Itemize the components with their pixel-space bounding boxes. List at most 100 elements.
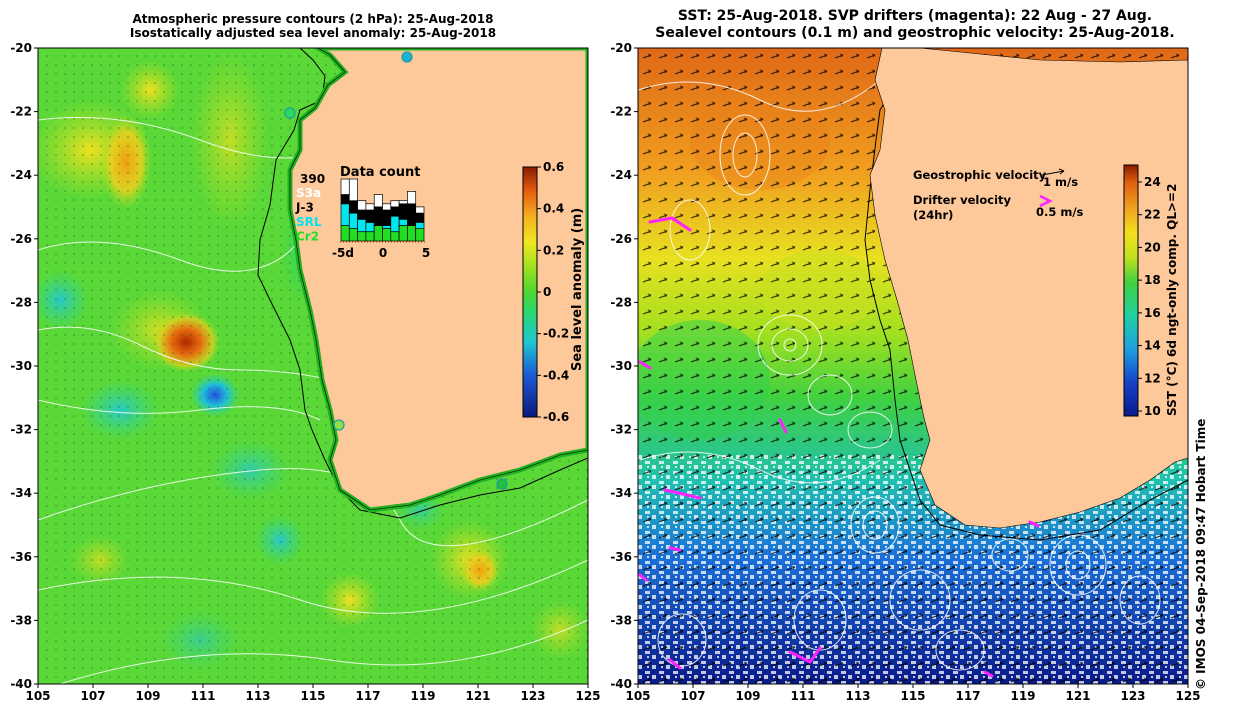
data-count-bar-segment [415,228,425,242]
data-count-bar-segment [390,231,400,242]
y-tick-label: -30 [610,359,632,373]
data-count-x-ticks: -5d 0 5 [332,246,430,260]
drifter-track[interactable] [648,216,692,232]
data-count-bar-segment [415,206,425,214]
colorbar-tick-label: 22 [1144,208,1161,222]
data-count-bar-segment [407,225,417,242]
y-tick-label: -22 [10,105,32,119]
y-tick-label: -24 [10,168,32,182]
drifter-scale-arrow [1039,194,1053,208]
x-tick-label: 119 [410,689,435,703]
y-tick-label: -40 [10,677,32,691]
drifter-track[interactable] [668,546,682,552]
tide-gauges [284,51,508,490]
x-tick-label: 125 [575,689,600,703]
tide-gauge-marker[interactable] [401,51,413,63]
y-tick-label: -28 [610,295,632,309]
y-tick-label: -36 [610,550,632,564]
data-count-bar-segment [415,222,425,229]
data-count-bar-segment [373,225,383,242]
colorbar-tick-label: 24 [1144,175,1161,189]
data-count-bar-segment [357,218,367,233]
data-count-bar-segment [357,200,367,211]
x-tick-label: 119 [1010,689,1035,703]
drifter-track[interactable] [1028,520,1040,528]
x-tick-label: 107 [80,689,105,703]
x-tick-label: 123 [520,689,545,703]
colorbar-tick-label: 0 [543,285,551,299]
x-tick-label: 123 [1120,689,1145,703]
data-count-bar-segment [340,225,350,242]
data-count-bar-segment [357,209,367,220]
colorbar-tick-label: 12 [1144,371,1161,385]
data-count-bar-segment [340,203,350,226]
data-count-total: 390 [300,172,325,186]
sst-colorbar [1123,164,1139,417]
y-tick-label: -20 [610,41,632,55]
drifter-track[interactable] [638,360,652,370]
data-count-x-tick: 5 [422,246,430,260]
bathymetry-contour [257,48,588,519]
drifter-track[interactable] [638,573,648,582]
x-tick-label: 121 [465,689,490,703]
imos-credit: © IMOS 04-Sep-2018 09:47 Hobart Time [1194,418,1208,690]
data-count-x-tick: -5d [332,246,354,260]
data-count-bar-segment [407,191,417,205]
y-tick-label: -32 [10,423,32,437]
sst-map [638,48,1188,684]
colorbar-tick-label: 14 [1144,339,1161,353]
data-count-bar-segment [348,200,358,214]
tide-gauge-marker[interactable] [284,107,296,119]
data-count-legend-item: S3a [296,186,321,200]
left-x-axis: 105 107 109 111 113 115 117 119 121 123 125 [25,684,601,703]
y-tick-label: -34 [610,486,632,500]
data-count-bars [340,178,425,242]
left-title-line2: Isostatically adjusted sea level anomaly… [129,26,497,40]
australia-land [287,48,588,513]
data-count-bar-segment [373,194,383,208]
tide-gauge-marker[interactable] [333,419,345,431]
x-tick-label: 113 [245,689,270,703]
data-count-bar-segment [398,225,408,242]
data-count-bar-segment [373,206,383,226]
data-count-bar-segment [390,200,400,208]
y-tick-label: -24 [610,168,632,182]
colorbar-tick-label: 18 [1144,273,1161,287]
x-tick-label: 115 [900,689,925,703]
sst-colorbar-ticks: 24 22 20 18 16 14 12 10 [1138,175,1161,418]
drifter-velocity-sub: (24hr) [913,208,953,222]
ssha-colorbar-ticks: 0.6 0.4 0.2 0 -0.2 -0.4 -0.6 [537,160,569,424]
drifter-track[interactable] [668,658,682,670]
data-count-bar-segment [398,203,408,220]
tide-gauge-marker[interactable] [496,478,508,490]
data-count-bar-segment [398,218,408,226]
bathymetry-contour-right [864,48,1188,541]
y-tick-label: -20 [10,41,32,55]
data-count-bar-segment [348,212,358,229]
drifter-track[interactable] [788,646,822,664]
data-count-bar-segment [340,178,350,195]
y-tick-label: -28 [10,295,32,309]
drifter-track[interactable] [983,670,994,678]
data-count-bar-segment [365,203,375,211]
drifter-velocity-label: Drifter velocity [913,193,1012,207]
x-tick-label: 111 [190,689,215,703]
y-tick-label: -30 [10,359,32,373]
colorbar-tick-label: 10 [1144,404,1161,418]
colorbar-tick-label: -0.4 [543,368,569,382]
x-tick-label: 109 [735,689,760,703]
drifter-track[interactable] [778,418,788,434]
data-count-bar-segment [390,215,400,233]
right-title-line1: SST: 25-Aug-2018. SVP drifters (magenta)… [677,8,1153,24]
right-panel-title: SST: 25-Aug-2018. SVP drifters (magenta)… [640,8,1190,42]
x-tick-label: 115 [300,689,325,703]
drifter-track[interactable] [663,488,702,500]
left-title-line1: Atmospheric pressure contours (2 hPa): 2… [132,12,494,26]
right-title-line2: Sealevel contours (0.1 m) and geostrophi… [655,25,1175,41]
data-count-bar-segment [407,203,417,226]
data-count-bar-segment [348,178,358,202]
data-count-bar-segment [382,225,392,229]
australia-land-right [869,48,1188,529]
